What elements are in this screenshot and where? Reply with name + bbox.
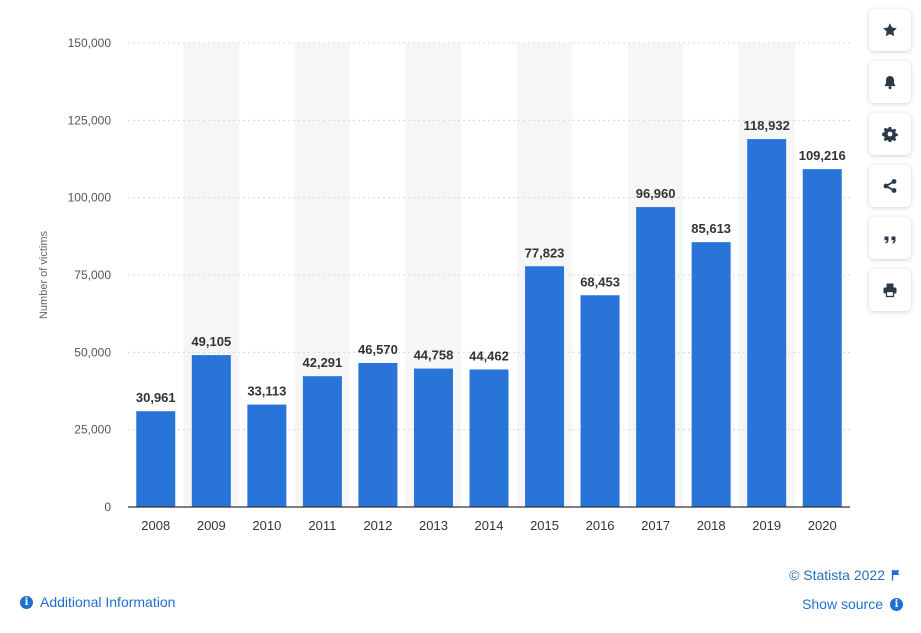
data-label: 118,932 [744,118,790,133]
x-tick-label: 2019 [752,518,781,533]
y-tick-label: 100,000 [68,191,112,205]
y-tick-label: 25,000 [74,423,111,437]
show-source-link[interactable]: Show source i [802,596,903,612]
x-tick-label: 2018 [697,518,726,533]
x-tick-label: 2017 [641,518,670,533]
x-tick-label: 2016 [586,518,615,533]
copyright-line: © Statista 2022 [789,567,901,583]
data-label: 46,570 [358,342,398,357]
bar[interactable] [580,295,620,507]
data-label: 96,960 [636,186,676,201]
data-label: 49,105 [191,334,231,349]
share-button[interactable] [869,165,911,207]
y-tick-label: 75,000 [74,268,111,282]
bar[interactable] [469,369,509,507]
bell-icon [884,76,896,90]
bar[interactable] [413,368,453,507]
star-icon [883,23,897,37]
x-tick-label: 2013 [419,518,448,533]
x-tick-label: 2012 [363,518,392,533]
show-source-text: Show source [802,596,883,612]
bars [136,139,842,507]
data-label: 44,758 [414,348,454,363]
chart-toolbar [869,9,911,321]
copyright-text: © Statista 2022 [789,567,885,583]
bar[interactable] [525,266,565,507]
x-tick-label: 2010 [252,518,281,533]
y-axis-ticks: 0 25,000 50,000 75,000 100,000 125,000 150,000 [68,36,112,514]
bar[interactable] [136,411,176,507]
data-labels: 30,961 49,105 33,113 42,291 46,570 44,758 44,4… [136,118,846,405]
print-icon [883,283,897,298]
bar[interactable] [691,242,731,507]
gear-icon [882,127,898,142]
print-button[interactable] [869,269,911,311]
share-icon [883,179,897,193]
settings-button[interactable] [869,113,911,155]
y-tick-label: 150,000 [68,36,112,50]
x-tick-label: 2008 [141,518,170,533]
bar[interactable] [636,207,676,507]
additional-information-text: Additional Information [40,594,176,610]
data-label: 68,453 [580,274,620,289]
bar[interactable] [802,169,842,507]
x-tick-label: 2015 [530,518,559,533]
x-tick-label: 2011 [308,518,336,533]
bar[interactable] [358,362,398,507]
x-axis-ticks: 2008 2009 2010 2011 2012 2013 2014 2015 2016 2017… [141,518,836,533]
bar[interactable] [247,404,287,507]
cite-button[interactable] [869,217,911,259]
info-icon: i [890,597,903,611]
y-axis-title: Number of victims [38,230,50,319]
data-label: 42,291 [303,355,343,370]
data-label: 109,216 [799,148,846,163]
data-label: 30,961 [136,390,176,405]
data-label: 44,462 [469,348,509,363]
quote-icon [884,236,896,244]
bar[interactable] [191,355,231,507]
data-label: 85,613 [691,221,731,236]
additional-information-link[interactable]: i Additional Information [20,594,175,610]
favorite-button[interactable] [869,9,911,51]
flag-icon[interactable] [891,569,901,581]
bar-chart: 0 25,000 50,000 75,000 100,000 125,000 150,000… [38,36,850,533]
x-tick-label: 2009 [197,518,226,533]
y-tick-label: 125,000 [68,113,112,127]
y-tick-label: 50,000 [74,345,111,359]
y-tick-label: 0 [104,500,111,514]
x-tick-label: 2020 [808,518,837,533]
bar[interactable] [747,139,787,507]
data-label: 33,113 [247,384,286,399]
data-label: 77,823 [525,245,565,260]
notification-button[interactable] [869,61,911,103]
info-icon: i [20,595,33,609]
x-tick-label: 2014 [475,518,504,533]
bar[interactable] [302,376,342,507]
